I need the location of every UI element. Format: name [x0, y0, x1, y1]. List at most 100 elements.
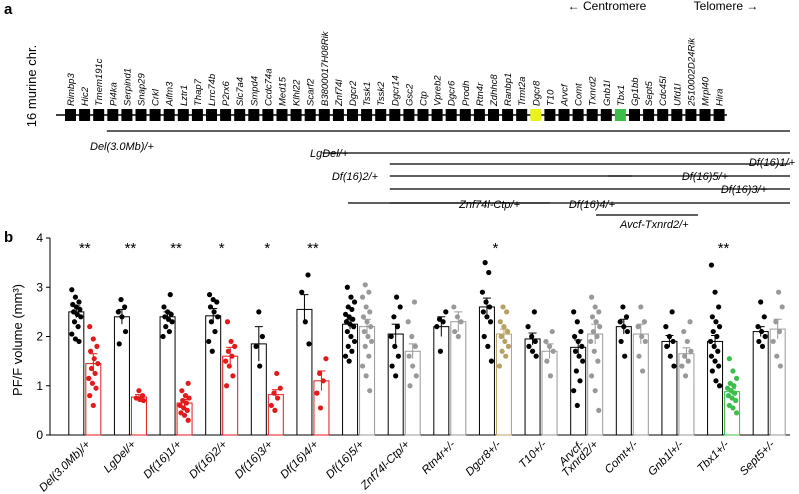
data-point-wildtype — [708, 353, 715, 359]
data-point-mutant — [731, 383, 737, 389]
data-point-mutant — [773, 319, 779, 325]
data-point-mutant — [455, 333, 461, 340]
data-point-mutant — [87, 393, 93, 399]
data-point-mutant — [139, 393, 146, 399]
data-point-wildtype — [397, 304, 403, 310]
data-point-mutant — [451, 304, 457, 310]
data-point-wildtype — [388, 333, 394, 340]
data-point-wildtype — [209, 348, 215, 354]
data-point-wildtype — [259, 333, 266, 340]
gene-box-arvcf — [558, 109, 570, 121]
data-point-wildtype — [167, 292, 173, 298]
data-point-mutant — [268, 402, 274, 409]
data-point-mutant — [88, 348, 94, 354]
data-point-mutant — [277, 385, 283, 391]
gene-box-dgcr14 — [389, 109, 401, 121]
data-point-mutant — [777, 363, 783, 369]
data-point-mutant — [317, 405, 324, 411]
gene-label: T10 — [545, 89, 556, 106]
data-point-wildtype — [393, 294, 400, 300]
data-point-wildtype — [393, 373, 399, 379]
data-point-wildtype — [575, 338, 581, 345]
data-point-mutant — [682, 373, 689, 379]
bar-wildtype — [387, 333, 404, 436]
data-point-wildtype — [349, 306, 355, 313]
data-point-mutant — [588, 338, 594, 345]
data-point-mutant — [454, 314, 461, 320]
data-point-mutant — [323, 356, 329, 362]
data-point-wildtype — [160, 333, 166, 340]
significance-marker: ** — [718, 240, 730, 257]
data-point-wildtype — [617, 319, 623, 325]
data-point-wildtype — [122, 304, 128, 310]
data-point-mutant — [275, 395, 281, 401]
data-point-mutant — [181, 412, 188, 418]
data-point-mutant — [230, 373, 236, 379]
data-point-wildtype — [395, 353, 401, 359]
data-point-wildtype — [206, 338, 212, 345]
data-point-mutant — [641, 319, 648, 325]
data-point-wildtype — [709, 314, 715, 320]
data-point-wildtype — [571, 333, 578, 340]
gene-box-b3800017h08rik — [318, 109, 330, 121]
data-point-wildtype — [215, 314, 221, 320]
y-tick-label: 4 — [36, 231, 43, 245]
data-point-mutant — [86, 375, 92, 381]
gene-box-ufd1l — [671, 109, 683, 121]
data-point-mutant — [228, 338, 234, 345]
data-point-mutant — [776, 328, 783, 335]
data-point-mutant — [638, 304, 644, 310]
data-point-mutant — [314, 390, 320, 396]
data-point-wildtype — [670, 338, 676, 345]
data-point-mutant — [588, 294, 595, 300]
x-tick-label: Gnb1l+/- — [646, 439, 686, 479]
data-point-mutant — [635, 324, 641, 330]
data-point-wildtype — [440, 319, 446, 325]
data-point-wildtype — [579, 343, 585, 349]
data-point-mutant — [363, 373, 369, 379]
data-point-mutant — [639, 333, 645, 340]
data-point-mutant — [593, 319, 599, 325]
data-point-wildtype — [305, 272, 311, 278]
data-point-mutant — [733, 410, 740, 416]
data-point-wildtype — [716, 304, 722, 310]
data-point-mutant — [504, 309, 510, 315]
data-point-wildtype — [206, 292, 213, 298]
data-point-mutant — [505, 343, 512, 349]
data-point-wildtype — [348, 333, 354, 340]
gene-box-smpd4 — [248, 109, 260, 121]
data-point-wildtype — [671, 363, 677, 369]
data-point-wildtype — [709, 368, 715, 374]
data-point-mutant — [591, 348, 597, 354]
data-point-mutant — [726, 356, 732, 362]
data-point-mutant — [317, 370, 323, 377]
y-tick-label: 2 — [36, 330, 43, 344]
data-point-wildtype — [118, 296, 124, 303]
gene-box-lztr1 — [177, 109, 189, 121]
data-point-mutant — [733, 397, 739, 404]
data-point-mutant — [90, 336, 96, 342]
data-point-mutant — [779, 304, 785, 310]
data-point-mutant — [547, 373, 554, 379]
bar-wildtype — [433, 326, 450, 436]
data-point-mutant — [359, 294, 366, 300]
data-point-mutant — [684, 338, 690, 345]
data-point-mutant — [496, 363, 503, 369]
data-point-wildtype — [486, 269, 492, 276]
x-tick-label: Df(16)4/+ — [278, 438, 321, 481]
data-point-mutant — [410, 363, 416, 369]
bar-mutant — [769, 328, 786, 436]
data-point-wildtype — [72, 294, 79, 300]
gene-label: Lrrc74b — [207, 74, 218, 106]
data-point-wildtype — [346, 358, 352, 364]
data-point-wildtype — [253, 343, 259, 349]
data-point-wildtype — [351, 299, 358, 305]
gene-box-serpind1 — [121, 109, 133, 121]
gene-label: Aifm3 — [165, 81, 176, 107]
data-point-wildtype — [716, 324, 723, 330]
data-point-mutant — [550, 348, 556, 354]
data-point-wildtype — [531, 309, 537, 315]
data-point-wildtype — [622, 353, 628, 359]
data-point-mutant — [685, 358, 691, 364]
data-point-wildtype — [207, 304, 214, 310]
